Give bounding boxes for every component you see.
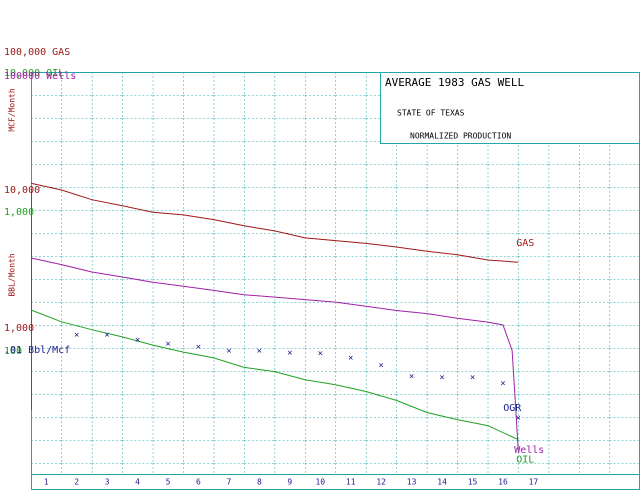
- series-line: [30, 309, 519, 441]
- y2-axis-label: BBL/Month: [8, 253, 17, 297]
- x-tick-label: 5: [166, 478, 171, 487]
- x-tick-label: 1: [44, 478, 49, 487]
- data-point: ×: [165, 340, 170, 350]
- series-label: Wells: [514, 445, 544, 456]
- y-tick-label: 10,000 OIL: [4, 68, 64, 79]
- data-point: ×: [104, 331, 109, 341]
- x-tick-label: 13: [407, 478, 417, 487]
- data-point: ×: [287, 348, 292, 358]
- series-label: OIL: [516, 455, 534, 466]
- annotation: NORMALIZED PRODUCTION: [410, 132, 511, 141]
- chart-title: AVERAGE 1983 GAS WELL: [385, 76, 524, 89]
- series-label: GAS: [516, 238, 534, 249]
- data-point: ×: [196, 342, 201, 352]
- data-point: ×: [409, 372, 414, 382]
- x-tick-label: 16: [498, 478, 508, 487]
- series-label: OGR: [503, 403, 522, 414]
- x-tick-label: 3: [105, 478, 110, 487]
- x-tick-label: 2: [74, 478, 79, 487]
- title-box: [380, 72, 640, 144]
- x-tick-label: 4: [135, 478, 140, 487]
- y-tick-label: 1,000: [4, 207, 34, 218]
- y-axis-label: MCF/Month: [8, 88, 17, 132]
- x-tick-label: 7: [227, 478, 232, 487]
- series-line: [30, 257, 519, 451]
- y-tick-label: 10,000: [4, 185, 40, 196]
- x-tick-label: 12: [376, 478, 386, 487]
- data-point: ×: [439, 373, 444, 383]
- y-tick-label: 100000 Wells: [4, 71, 76, 82]
- data-point: ×: [348, 354, 353, 364]
- x-axis-band: [31, 474, 640, 490]
- x-tick-label: 6: [196, 478, 201, 487]
- x-tick-label: 17: [529, 478, 539, 487]
- y-tick-label: 100,000 GAS: [4, 47, 70, 58]
- data-point: ×: [257, 347, 262, 357]
- data-point: ×: [318, 349, 323, 359]
- data-point: ×: [470, 373, 475, 383]
- y-tick-label: .01 Bbl/Mcf: [4, 345, 70, 356]
- x-tick-label: 14: [437, 478, 447, 487]
- data-point: ×: [135, 335, 140, 345]
- data-point: ×: [515, 414, 520, 424]
- x-tick-label: 11: [346, 478, 356, 487]
- x-tick-label: 8: [257, 478, 262, 487]
- series-line: [30, 182, 519, 263]
- chart-subtitle: STATE OF TEXAS: [397, 109, 465, 118]
- x-tick-label: 10: [315, 478, 325, 487]
- x-tick-label: 15: [468, 478, 478, 487]
- y-tick-label: 1,000: [4, 323, 34, 334]
- data-point: ×: [226, 347, 231, 357]
- data-point: ×: [500, 379, 505, 389]
- x-tick-label: 9: [287, 478, 292, 487]
- data-point: ×: [378, 361, 383, 371]
- data-point: ×: [74, 331, 79, 341]
- y-tick-label: 100: [4, 346, 22, 357]
